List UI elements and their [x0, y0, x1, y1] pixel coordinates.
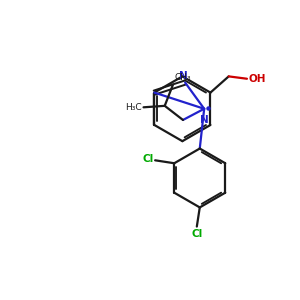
- Text: CH₃: CH₃: [174, 73, 191, 82]
- Text: N: N: [200, 115, 208, 125]
- Text: H₃C: H₃C: [125, 103, 142, 112]
- Text: Cl: Cl: [142, 154, 154, 164]
- Text: OH: OH: [249, 74, 266, 84]
- Text: N: N: [179, 71, 188, 81]
- Text: Cl: Cl: [191, 229, 202, 239]
